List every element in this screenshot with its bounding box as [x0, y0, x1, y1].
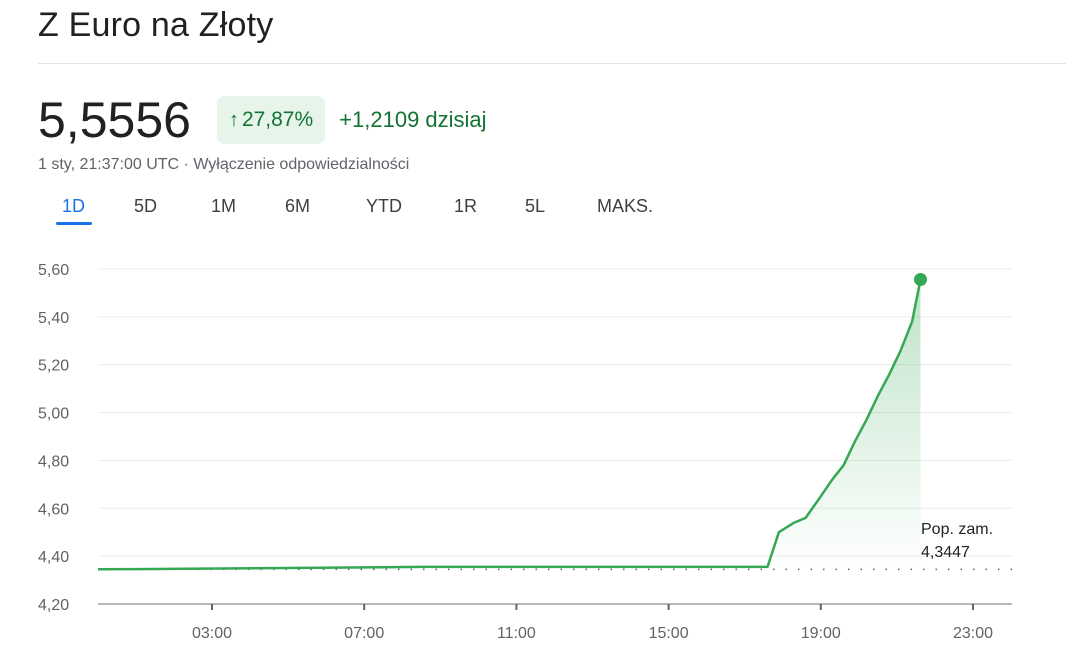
- x-axis-label: 19:00: [801, 625, 841, 642]
- area-fill: [767, 279, 921, 570]
- y-axis-label: 4,80: [38, 453, 69, 470]
- tab-1d[interactable]: 1D: [62, 196, 86, 216]
- tab-5d[interactable]: 5D: [134, 196, 158, 216]
- x-axis-label: 23:00: [953, 625, 993, 642]
- tab-ytd[interactable]: YTD: [366, 196, 402, 216]
- arrow-up-icon: ↑: [228, 108, 239, 131]
- price-line: [97, 279, 922, 571]
- change-percent: 27,87%: [241, 108, 314, 131]
- quote-row: 5,5556 ↑ 27,87% +1,2109 dzisiaj: [38, 92, 487, 148]
- y-axis-label: 4,20: [38, 597, 69, 614]
- y-axis-label: 4,40: [38, 549, 69, 566]
- tab-5l[interactable]: 5L: [525, 196, 546, 216]
- change-absolute: +1,2109 dzisiaj: [339, 107, 487, 132]
- y-axis-label: 5,20: [38, 358, 69, 375]
- tab-6m[interactable]: 6M: [285, 196, 311, 216]
- x-axis-label: 07:00: [344, 625, 384, 642]
- tab-maks[interactable]: MAKS.: [597, 196, 654, 216]
- previous-close-value: 4,3447: [921, 544, 970, 561]
- x-axis-label: 15:00: [649, 625, 689, 642]
- y-axis-label: 5,40: [38, 310, 69, 327]
- tab-1m[interactable]: 1M: [211, 196, 237, 216]
- header-divider: [38, 63, 1066, 64]
- y-axis-label: 5,60: [38, 262, 69, 279]
- previous-close-label: Pop. zam.: [921, 521, 993, 538]
- tab-1r[interactable]: 1R: [454, 196, 478, 216]
- y-axis-label: 4,60: [38, 501, 69, 518]
- current-price: 5,5556: [38, 92, 191, 148]
- page-title: Z Euro na Złoty: [38, 6, 274, 44]
- y-axis-label: 5,00: [38, 406, 69, 423]
- x-axis-label: 11:00: [497, 625, 536, 642]
- x-axis-label: 03:00: [192, 625, 232, 642]
- timestamp-disclaimer[interactable]: 1 sty, 21:37:00 UTC · Wyłączenie odpowie…: [38, 156, 410, 173]
- last-price-dot: [913, 273, 927, 287]
- change-percent-badge: ↑ 27,87%: [216, 96, 326, 144]
- active-tab-underline: [56, 222, 92, 225]
